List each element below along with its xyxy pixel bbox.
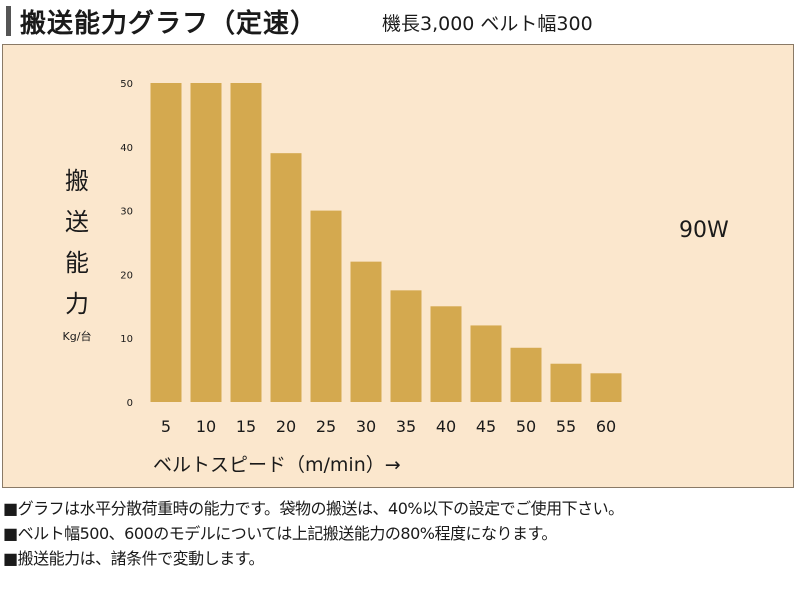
- x-tick-label: 40: [436, 417, 456, 436]
- y-axis-label-char: 搬: [65, 167, 89, 195]
- bar-10: [190, 83, 222, 402]
- x-tick-label: 45: [476, 417, 496, 436]
- x-tick-label: 30: [356, 417, 376, 436]
- page-header: 搬送能力グラフ（定速） 機長3,000 ベルト幅300: [0, 0, 800, 40]
- notes-list: ■グラフは水平分散荷重時の能力です。袋物の搬送は、40%以下の設定でご使用下さい…: [3, 496, 797, 571]
- bar-40: [430, 306, 462, 402]
- x-tick-label: 25: [316, 417, 336, 436]
- x-tick-label: 60: [596, 417, 616, 436]
- bars: [150, 83, 622, 402]
- y-axis-unit: Kg/台: [63, 329, 92, 343]
- note-line: ■グラフは水平分散荷重時の能力です。袋物の搬送は、40%以下の設定でご使用下さい…: [3, 499, 624, 518]
- bar-5: [150, 83, 182, 402]
- x-tick-label: 5: [161, 417, 171, 436]
- bar-60: [590, 373, 622, 402]
- y-tick-label: 50: [120, 79, 133, 90]
- x-axis-label: ベルトスピード（m/min）→: [153, 454, 401, 476]
- y-axis-label-char: 送: [65, 208, 89, 236]
- x-tick-label: 20: [276, 417, 296, 436]
- x-tick-label: 35: [396, 417, 416, 436]
- motor-power-label: 90W: [679, 218, 729, 243]
- bar-55: [550, 363, 582, 402]
- page-title: 搬送能力グラフ（定速）: [20, 9, 318, 39]
- header-accent-bar: [6, 6, 11, 36]
- bar-20: [270, 153, 302, 402]
- note-line: ■搬送能力は、諸条件で変動します。: [3, 549, 265, 568]
- y-tick-label: 40: [120, 143, 133, 154]
- y-axis-label-char: 力: [65, 290, 89, 318]
- x-tick-labels: 5 10 15 20 25 30 35 40 45 50 55 60: [161, 417, 616, 436]
- x-tick-label: 55: [556, 417, 576, 436]
- bar-25: [310, 210, 342, 402]
- x-tick-label: 10: [196, 417, 216, 436]
- note-line: ■ベルト幅500、600のモデルについては上記搬送能力の80%程度になります。: [3, 524, 557, 543]
- y-tick-label: 20: [120, 270, 133, 281]
- bar-35: [390, 290, 422, 402]
- y-tick-label: 10: [120, 334, 133, 345]
- x-tick-label: 15: [236, 417, 256, 436]
- y-axis-label-char: 能: [65, 249, 89, 277]
- bar-30: [350, 261, 382, 402]
- bar-50: [510, 347, 542, 402]
- bar-45: [470, 325, 502, 402]
- x-tick-label: 50: [516, 417, 536, 436]
- y-tick-label: 30: [120, 207, 133, 218]
- bar-15: [230, 83, 262, 402]
- chart-panel: 0 10 20 30 40 50 5 10 15 20 25 30 35 40 45 50 55 60 搬 送 …: [2, 44, 794, 488]
- y-tick-label: 0: [127, 398, 133, 409]
- y-tick-labels: 0 10 20 30 40 50: [120, 79, 133, 409]
- spec-subtitle: 機長3,000 ベルト幅300: [382, 13, 593, 35]
